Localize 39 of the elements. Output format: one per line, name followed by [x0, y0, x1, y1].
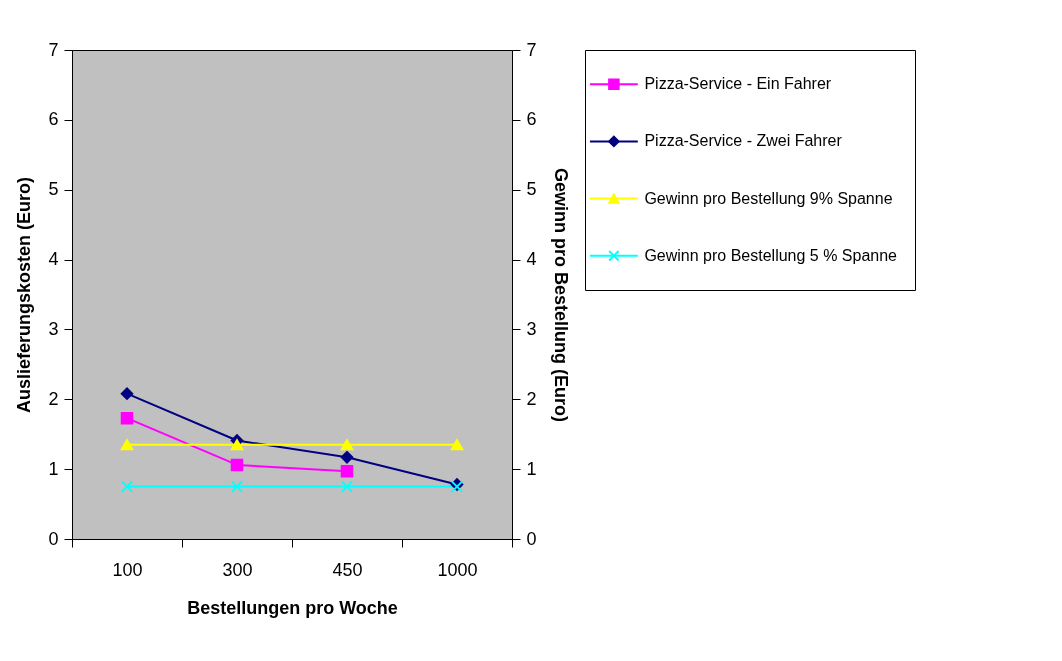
y-axis-title: Auslieferungskosten (Euro) — [14, 176, 35, 414]
legend-label: Gewinn pro Bestellung 5 % Spanne — [644, 246, 898, 264]
point — [230, 480, 244, 493]
point — [230, 439, 244, 451]
legend-label: Gewinn pro Bestellung 9% Spanne — [644, 189, 893, 207]
point — [120, 439, 134, 451]
legend-label: Pizza-Service - Ein Fahrer — [644, 75, 832, 93]
y2-tick-label: 1 — [526, 458, 537, 479]
y-tick-label: 2 — [48, 388, 59, 409]
point — [120, 480, 134, 493]
legend-label: Pizza-Service - Zwei Fahrer — [644, 132, 843, 150]
point — [120, 387, 134, 400]
y2-tick-label: 6 — [526, 109, 537, 130]
point — [450, 439, 464, 451]
point — [120, 411, 134, 425]
y2-axis-title: Gewinn pro Bestellung (Euro) — [550, 167, 571, 423]
y2-tick-label: 7 — [526, 39, 537, 60]
point — [340, 451, 354, 464]
y2-tick-label: 5 — [526, 179, 537, 200]
y-tick-label: 4 — [48, 249, 59, 270]
y2-tick-label: 0 — [526, 528, 537, 549]
x-tick-label: 450 — [332, 559, 363, 580]
y-tick-label: 3 — [48, 318, 59, 339]
point — [340, 464, 354, 478]
y2-tick-label: 3 — [526, 318, 537, 339]
y2-tick-label: 2 — [526, 388, 537, 409]
point — [230, 458, 244, 472]
x-tick-label: 100 — [112, 559, 143, 580]
x-tick-label: 1000 — [437, 559, 478, 580]
point — [340, 480, 354, 493]
y2-tick-label: 4 — [526, 249, 537, 270]
y-tick-label: 1 — [48, 458, 59, 479]
y-tick-label: 7 — [48, 39, 59, 60]
x-tick-label: 300 — [222, 559, 253, 580]
y-tick-label: 0 — [48, 528, 59, 549]
y-tick-label: 5 — [48, 179, 59, 200]
y-tick-label: 6 — [48, 109, 59, 130]
point — [340, 439, 354, 451]
x-axis-title: Bestellungen pro Woche — [187, 597, 398, 618]
